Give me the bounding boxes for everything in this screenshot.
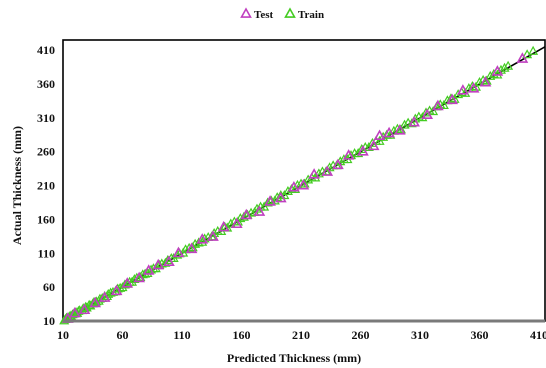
- test-point: [196, 233, 209, 244]
- test-point: [253, 205, 266, 216]
- test-point: [89, 296, 101, 308]
- test-point: [121, 277, 134, 288]
- x-tick-label: 10: [57, 328, 69, 342]
- x-axis-ticks: 10 60 110 160 210 260 310 360 410: [57, 319, 546, 342]
- test-point: [142, 264, 155, 275]
- test-point: [516, 52, 529, 63]
- x-tick-label: 260: [352, 328, 370, 342]
- train-point: [262, 197, 273, 207]
- test-point: [185, 242, 198, 254]
- test-point: [367, 139, 380, 151]
- train-point: [303, 174, 314, 184]
- train-point: [474, 76, 485, 86]
- test-point: [479, 75, 492, 87]
- test-point: [288, 180, 300, 192]
- test-point: [78, 303, 91, 315]
- test-point: [457, 84, 469, 95]
- x-tick-label: 110: [173, 328, 190, 342]
- test-point: [98, 291, 111, 302]
- test-point: [207, 230, 219, 241]
- test-point: [217, 220, 230, 232]
- test-point: [393, 124, 406, 135]
- train-point: [71, 307, 82, 317]
- y-tick-label: 260: [37, 145, 55, 159]
- test-point: [274, 191, 287, 203]
- train-point: [180, 244, 191, 254]
- x-tick-label: 360: [471, 328, 489, 342]
- y-tick-label: 310: [37, 111, 55, 125]
- x-axis-title: Predicted Thickness (mm): [227, 351, 361, 365]
- train-point: [406, 118, 417, 128]
- y-tick-label: 410: [37, 43, 55, 57]
- test-point: [332, 158, 344, 170]
- test-point: [133, 271, 146, 283]
- test-point: [432, 99, 444, 111]
- train-point: [449, 93, 460, 103]
- y-tick-label: 110: [38, 246, 55, 260]
- test-point: [297, 178, 310, 190]
- test-point: [152, 258, 165, 270]
- train-point: [528, 45, 539, 55]
- train-point: [438, 99, 449, 110]
- y-tick-label: 210: [37, 179, 55, 193]
- train-point: [428, 106, 439, 116]
- x-tick-label: 60: [117, 328, 129, 342]
- test-point: [408, 115, 420, 127]
- train-point: [503, 60, 514, 70]
- x-tick-label: 160: [233, 328, 251, 342]
- train-point: [395, 124, 407, 134]
- test-point: [446, 93, 459, 105]
- test-point: [357, 145, 369, 156]
- test-point: [308, 168, 320, 179]
- legend-label-test: Test: [254, 9, 273, 21]
- test-point: [321, 165, 334, 176]
- train-point: [388, 125, 399, 135]
- train-point: [470, 81, 481, 91]
- train-point: [160, 257, 171, 267]
- legend-marker-test: [240, 7, 252, 18]
- test-point: [110, 284, 123, 296]
- train-point: [499, 62, 510, 72]
- y-tick-label: 160: [37, 212, 55, 226]
- test-point: [342, 149, 355, 160]
- test-point: [421, 108, 434, 120]
- test-point: [230, 217, 243, 229]
- test-points-group: [61, 52, 529, 323]
- train-points-group: [59, 45, 539, 325]
- test-point: [264, 195, 276, 206]
- x-tick-label: 210: [292, 328, 310, 342]
- y-tick-label: 360: [37, 77, 55, 91]
- test-point: [240, 208, 253, 220]
- legend: Test Train: [240, 7, 324, 21]
- train-point: [399, 119, 410, 129]
- y-tick-label: 10: [43, 314, 55, 328]
- test-point: [373, 129, 386, 141]
- test-point: [491, 65, 504, 76]
- train-point: [238, 211, 249, 221]
- legend-marker-train: [284, 7, 296, 18]
- train-point: [119, 279, 130, 289]
- train-point: [199, 233, 210, 243]
- x-tick-label: 310: [411, 328, 429, 342]
- y-tick-label: 60: [43, 280, 55, 294]
- train-point: [417, 112, 428, 122]
- legend-label-train: Train: [298, 9, 324, 21]
- test-point: [69, 306, 81, 318]
- test-point: [383, 126, 395, 138]
- train-point: [225, 218, 236, 228]
- test-point: [172, 246, 185, 258]
- test-point: [163, 255, 175, 266]
- test-point: [467, 82, 480, 93]
- y-axis-ticks: 10 60 110 160 210 260 310 360 410: [37, 43, 55, 328]
- x-tick-label: 410: [530, 328, 546, 342]
- y-axis-title: Actual Thickness (mm): [10, 126, 24, 245]
